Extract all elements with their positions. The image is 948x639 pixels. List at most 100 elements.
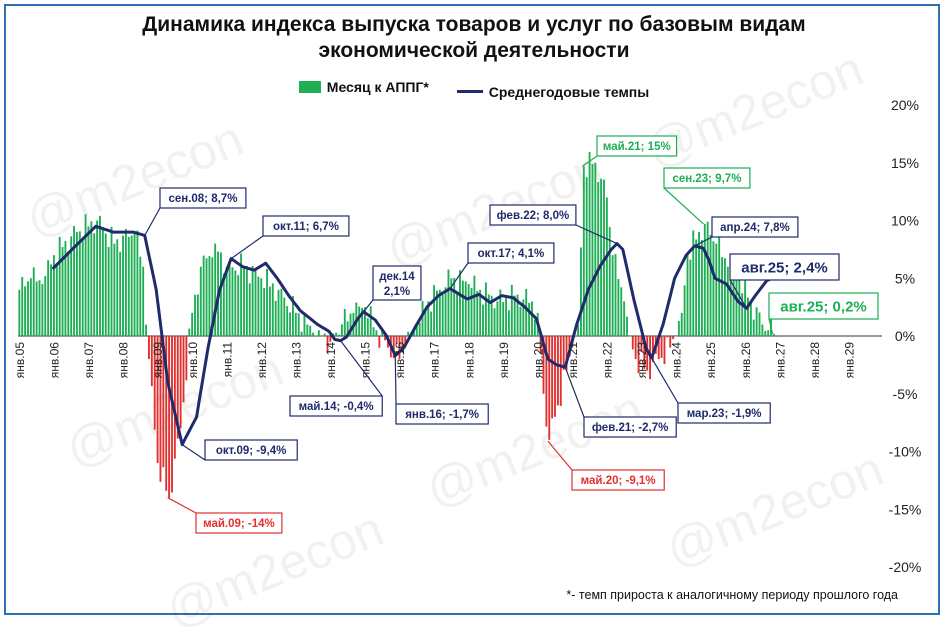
bar <box>692 230 695 336</box>
bar <box>533 319 536 336</box>
x-tick-label: янв.23 <box>635 342 649 379</box>
bar <box>93 233 96 336</box>
bar <box>505 297 507 336</box>
bar <box>476 290 479 336</box>
bar <box>582 166 585 336</box>
callout-box <box>467 242 555 264</box>
chart-plot: 20% 15% 10% 5% 0% -5% -10% -15% -20% янв.05 янв.06… <box>13 97 921 575</box>
chart-title-line1: Динамика индекса выпуска товаров и услуг… <box>142 13 806 36</box>
bar <box>401 336 404 352</box>
callout-box <box>395 403 489 425</box>
bar <box>600 178 603 336</box>
bar <box>643 336 646 369</box>
bar <box>369 306 372 336</box>
bar <box>303 313 306 336</box>
bar <box>698 232 700 336</box>
x-tick-label: янв.13 <box>289 342 303 379</box>
bar <box>680 312 683 336</box>
x-tick-label: янв.09 <box>151 342 165 379</box>
callout-leader <box>582 155 598 167</box>
bar <box>96 220 99 336</box>
bar <box>415 324 418 336</box>
bar <box>231 267 234 336</box>
bar <box>245 265 248 336</box>
bar <box>44 276 47 336</box>
callout-box <box>711 216 799 238</box>
callout-label: авг.25; 0,2% <box>780 298 867 315</box>
bar <box>565 336 568 371</box>
bar <box>300 331 303 336</box>
bar <box>176 336 179 439</box>
chart-title: Динамика индекса выпуска товаров и услуг… <box>0 12 948 64</box>
x-tick-label: янв.16 <box>393 342 407 379</box>
bar <box>340 324 343 336</box>
bar <box>496 301 499 336</box>
bar <box>378 336 381 348</box>
callout-label: апр.24; 7,8% <box>720 222 790 234</box>
bar <box>240 253 243 336</box>
bar <box>234 270 237 336</box>
bar <box>634 336 637 360</box>
bar <box>18 289 21 336</box>
callout-box <box>596 135 678 157</box>
series-line <box>51 224 774 447</box>
bar <box>395 336 398 345</box>
bar <box>47 260 50 336</box>
callout-box <box>372 265 422 301</box>
x-tick-label: янв.29 <box>842 342 856 379</box>
bar <box>317 330 320 336</box>
bar <box>326 336 329 353</box>
callout-label: сен.23; 9,7% <box>672 173 741 185</box>
bar <box>248 283 251 336</box>
bar <box>182 336 185 403</box>
bar <box>444 287 447 336</box>
bar <box>228 260 231 336</box>
y-tick-label: 10% <box>891 213 919 229</box>
bar <box>453 277 456 336</box>
bar <box>588 151 591 336</box>
callout-leader <box>394 355 397 405</box>
bar <box>292 296 294 336</box>
bar <box>196 294 199 336</box>
callout-label: фев.22; 8,0% <box>497 210 570 222</box>
bar <box>502 301 505 336</box>
legend-item-line: Среднегодовые темпы <box>456 84 649 100</box>
bar <box>343 308 346 336</box>
bar <box>29 278 32 336</box>
bar <box>652 336 654 363</box>
x-tick-label: янв.10 <box>186 342 200 379</box>
bar <box>349 313 352 336</box>
bar <box>119 251 122 336</box>
callout-box <box>159 187 247 209</box>
bar <box>41 284 44 336</box>
bar <box>191 312 194 336</box>
bar <box>136 230 139 336</box>
callout-label: авг.25; 2,4% <box>741 259 828 276</box>
x-tick-label: янв.24 <box>670 342 684 379</box>
bar <box>623 301 626 336</box>
bar <box>173 336 176 459</box>
bar <box>251 265 254 336</box>
bar <box>50 264 52 336</box>
bar <box>749 301 752 336</box>
bar <box>433 285 435 336</box>
bar <box>139 256 142 336</box>
bar <box>657 336 660 360</box>
bar <box>585 177 588 336</box>
bar <box>473 275 476 336</box>
bar <box>531 301 533 336</box>
bar <box>142 266 145 336</box>
bar <box>611 255 614 336</box>
bar <box>695 239 698 336</box>
bar <box>254 268 257 336</box>
bar <box>61 247 64 336</box>
bar <box>738 278 741 336</box>
bar <box>24 286 27 336</box>
x-tick-label: янв.21 <box>566 342 580 379</box>
bar <box>309 325 312 336</box>
bar <box>752 319 755 336</box>
x-tick-label: янв.17 <box>428 342 442 379</box>
bar <box>441 294 444 336</box>
bar <box>747 297 749 336</box>
bar <box>525 288 528 336</box>
